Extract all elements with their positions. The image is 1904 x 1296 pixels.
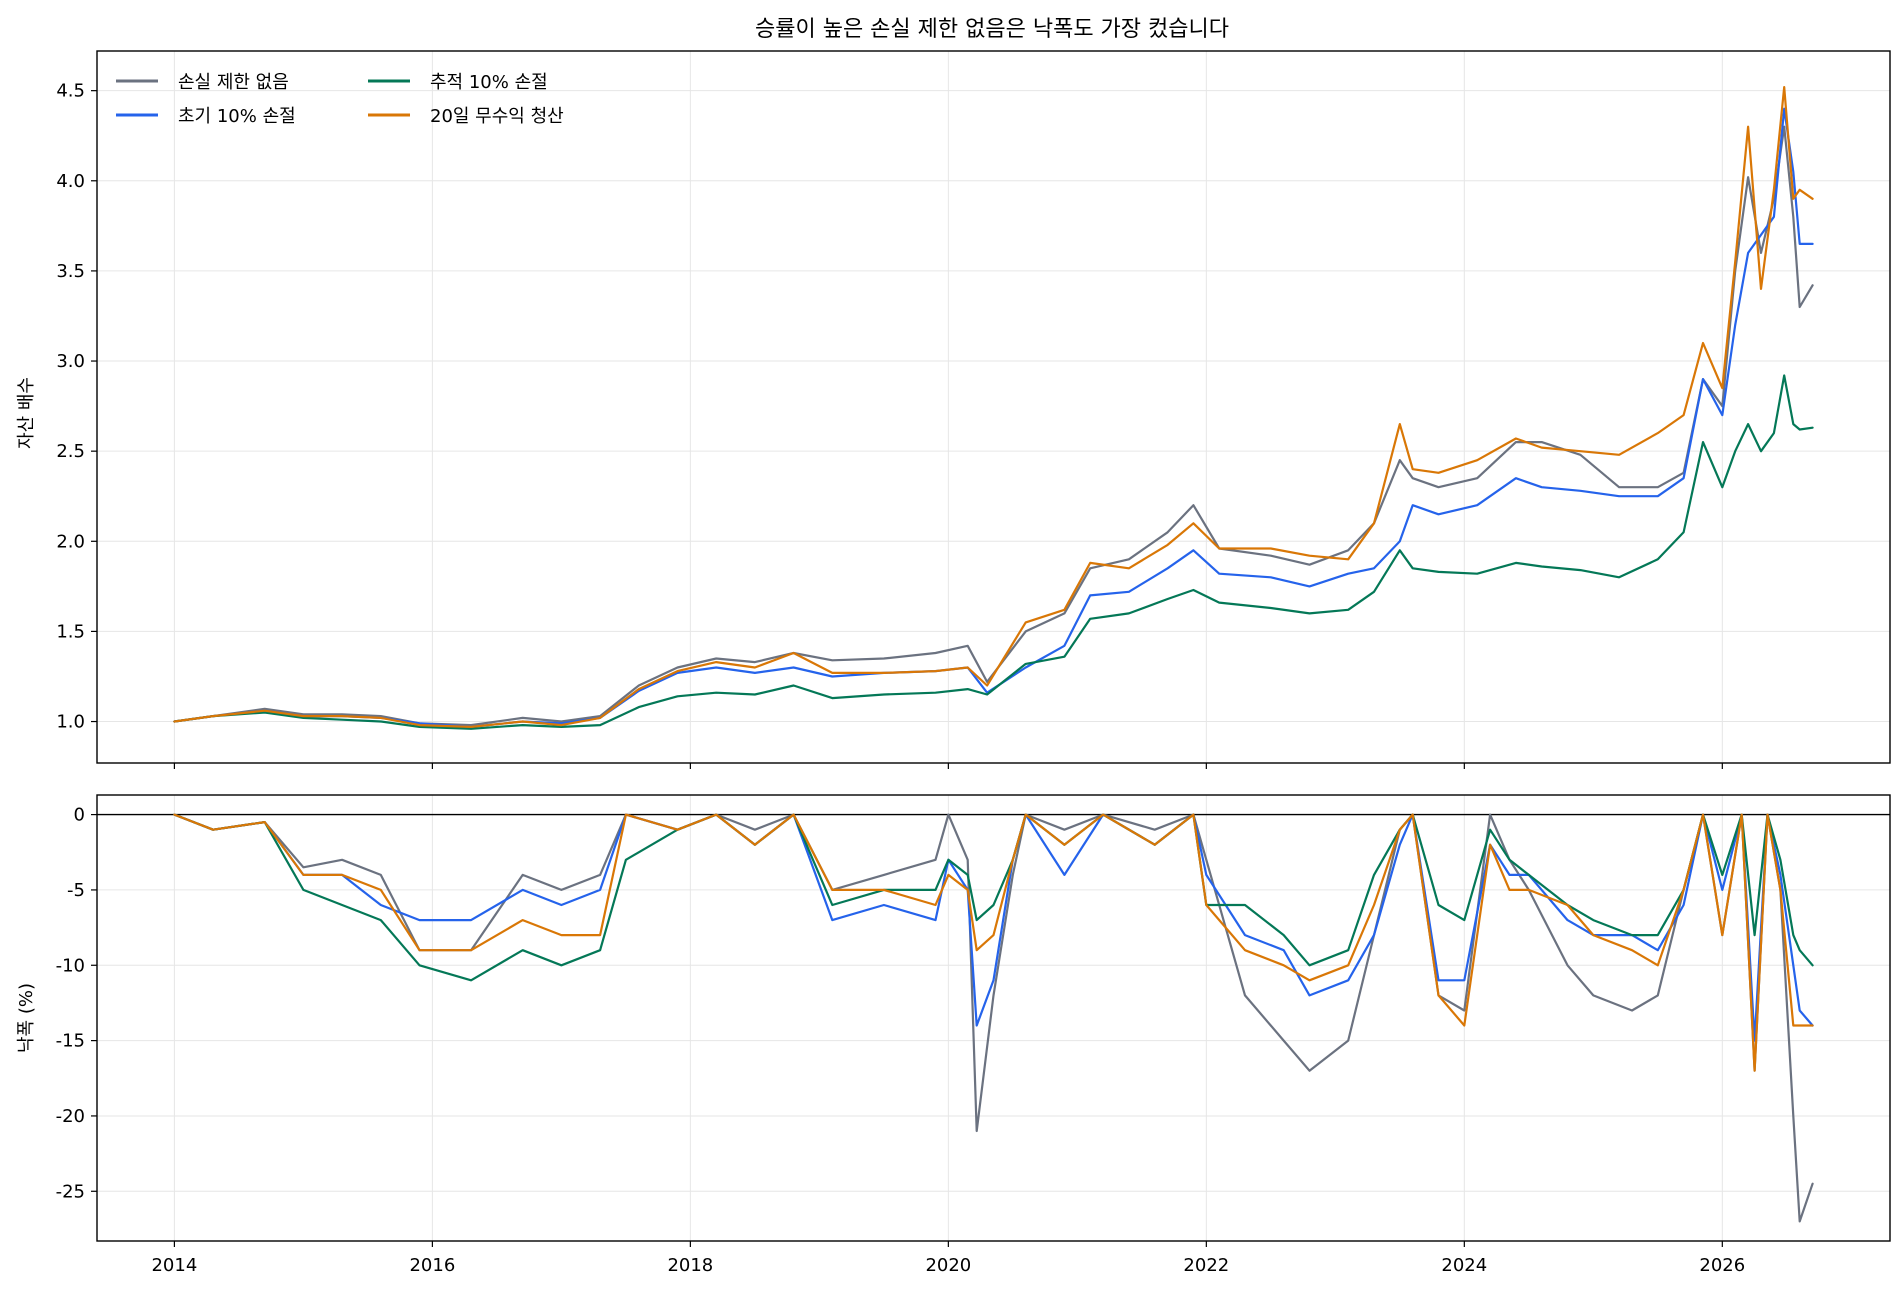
chart-title: 승률이 높은 손실 제한 없음은 낙폭도 가장 컸습니다: [755, 17, 1229, 42]
top-series-trailing-stop: [173, 374, 1814, 730]
top-y-tick-label: 1.0: [56, 712, 85, 733]
top-plot-frame: [96, 50, 1891, 764]
top-y-axis-label: 자산 배수: [16, 377, 37, 449]
top-y-tick-label: 1.5: [56, 621, 85, 642]
bottom-grid: [97, 795, 1890, 1241]
top-series-time-exit: [173, 85, 1814, 729]
top-series-no-stop: [173, 125, 1814, 727]
legend: 손실 제한 없음 초기 10% 손절 추적 10% 손절 20일 무수익 청산: [116, 72, 564, 127]
bottom-y-tick-label: -10: [56, 955, 85, 976]
x-tick-label: 2022: [1183, 1255, 1229, 1276]
bottom-series-no-stop: [173, 813, 1814, 1223]
top-y-tick-label: 4.5: [56, 81, 85, 102]
x-tick-label: 2024: [1441, 1255, 1487, 1276]
bottom-y-tick-label: 0: [74, 805, 85, 826]
top-y-tick-label: 4.0: [56, 171, 85, 192]
x-tick-label: 2014: [151, 1255, 197, 1276]
legend-label-trailing-stop: 추적 10% 손절: [430, 72, 548, 93]
top-y-ticks: 1.0 1.5 2.0 2.5 3.0 3.5 4.0 4.5: [56, 81, 97, 733]
bottom-series-time-exit: [173, 813, 1814, 1072]
bottom-y-tick-label: -5: [67, 880, 85, 901]
bottom-series-group: [173, 813, 1814, 1223]
x-tick-label: 2026: [1699, 1255, 1745, 1276]
bottom-plot-frame: [96, 794, 1891, 1242]
x-tick-label: 2018: [667, 1255, 713, 1276]
top-y-tick-label: 3.0: [56, 351, 85, 372]
bottom-y-axis-label: 낙폭 (%): [16, 983, 37, 1053]
top-y-tick-label: 2.0: [56, 531, 85, 552]
bottom-series-initial-stop: [173, 813, 1814, 1042]
bottom-y-tick-label: -20: [56, 1106, 85, 1127]
bottom-y-ticks: 0 -5 -10 -15 -20 -25: [56, 805, 97, 1202]
top-y-tick-label: 2.5: [56, 441, 85, 462]
top-grid: [97, 51, 1890, 763]
top-series-group: [173, 85, 1814, 730]
top-y-tick-label: 3.5: [56, 261, 85, 282]
x-tick-label: 2020: [925, 1255, 971, 1276]
top-x-ticks: [173, 763, 1723, 769]
bottom-y-tick-label: -15: [56, 1031, 85, 1052]
bottom-x-ticks: 2014 2016 2018 2020 2022 2024 2026: [151, 1241, 1745, 1276]
legend-label-time-exit: 20일 무수익 청산: [430, 106, 564, 127]
bottom-y-tick-label: -25: [56, 1181, 85, 1202]
x-tick-label: 2016: [409, 1255, 455, 1276]
legend-label-no-stop: 손실 제한 없음: [178, 72, 289, 93]
bottom-series-trailing-stop: [173, 813, 1814, 982]
legend-label-initial-stop: 초기 10% 손절: [178, 106, 296, 127]
top-series-initial-stop: [173, 107, 1814, 729]
